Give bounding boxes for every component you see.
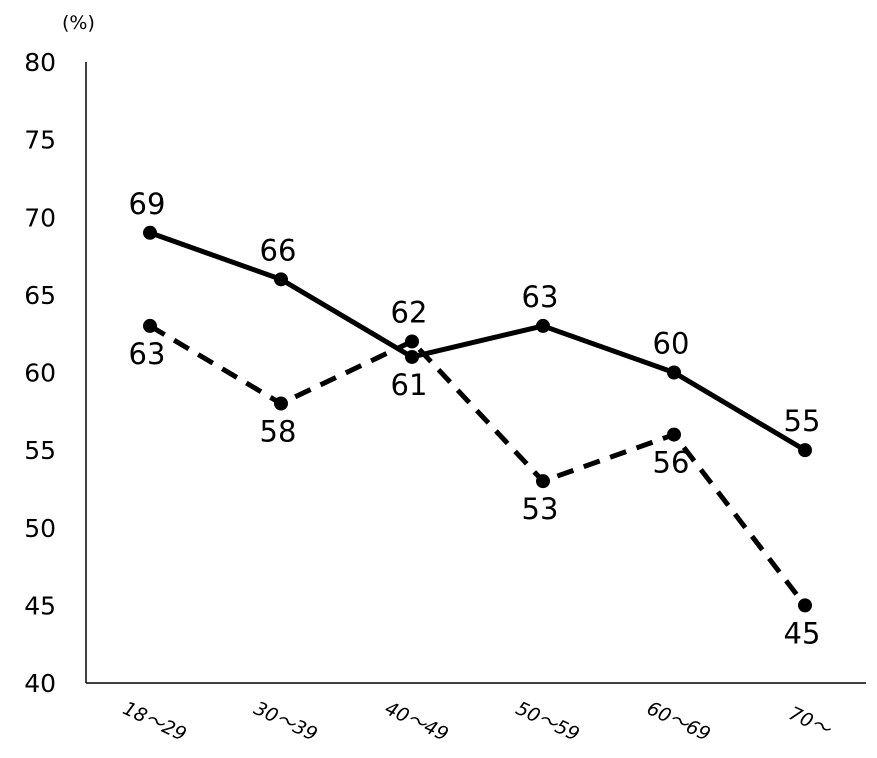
y-tick-label: 75 [24, 126, 56, 155]
data-label: 56 [653, 446, 690, 480]
y-unit-label: (%) [62, 12, 95, 34]
y-tick-label: 45 [24, 591, 56, 620]
data-label: 45 [784, 616, 821, 650]
y-tick-labels: 40 45 50 55 60 65 70 75 80 [24, 48, 56, 698]
x-tick-label: 60～69 [643, 697, 713, 745]
data-point [798, 443, 812, 458]
data-point [143, 225, 157, 240]
y-tick-label: 55 [24, 436, 56, 465]
series-line-dashed [148, 323, 807, 607]
data-label: 62 [391, 295, 428, 329]
y-tick-label: 65 [24, 281, 56, 310]
data-label: 55 [784, 404, 821, 438]
data-point [405, 349, 419, 364]
data-labels: 69 66 61 63 60 55 63 58 62 53 56 45 [129, 187, 821, 651]
data-point [143, 318, 157, 333]
data-point [274, 272, 288, 287]
data-point [405, 334, 419, 349]
x-tick-labels: 18～29 30～39 40～49 50～59 60～69 70～ [119, 697, 835, 745]
data-label: 53 [522, 492, 559, 526]
y-tick-label: 80 [24, 48, 56, 77]
series-line-solid [149, 230, 807, 453]
x-tick-label: 70～ [785, 702, 835, 741]
data-point [536, 318, 550, 333]
data-label: 69 [129, 187, 166, 221]
data-point [667, 427, 681, 442]
series-lines [148, 230, 807, 607]
data-point [536, 474, 550, 489]
data-label: 66 [260, 233, 297, 267]
y-tick-label: 70 [24, 203, 56, 232]
x-tick-label: 18～29 [119, 697, 189, 745]
x-tick-label: 40～49 [381, 697, 451, 745]
y-tick-label: 40 [24, 669, 56, 698]
data-point [798, 598, 812, 613]
y-tick-label: 50 [24, 514, 56, 543]
data-label: 58 [260, 415, 297, 449]
y-tick-label: 60 [24, 359, 56, 388]
data-label: 63 [522, 280, 559, 314]
data-point [667, 365, 681, 380]
x-tick-label: 50～59 [512, 697, 582, 745]
data-label: 61 [391, 368, 428, 402]
data-label: 63 [129, 337, 166, 371]
x-tick-label: 30～39 [250, 697, 320, 745]
series-points [143, 225, 812, 613]
data-point [274, 396, 288, 411]
data-label: 60 [653, 327, 690, 361]
